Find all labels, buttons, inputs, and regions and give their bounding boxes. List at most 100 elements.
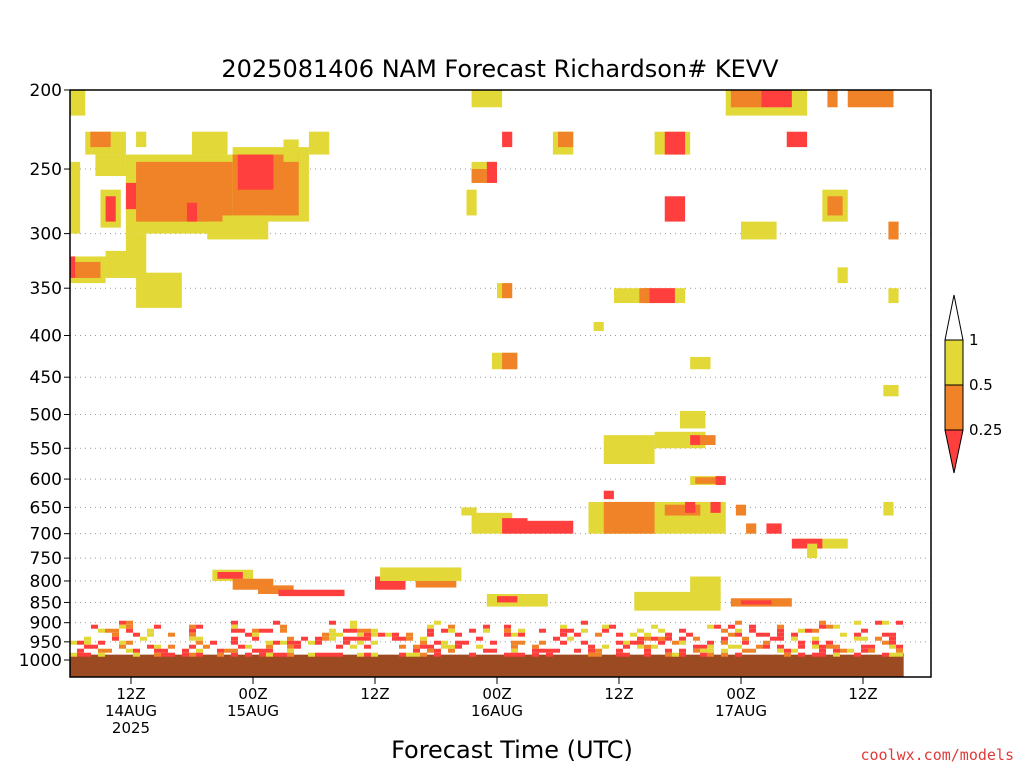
ri-cell-83 xyxy=(883,501,894,516)
surface-cell-153 xyxy=(770,636,777,641)
ri-cell-26 xyxy=(471,90,503,108)
surface-cell-244 xyxy=(756,644,763,649)
ri-cell-73 xyxy=(710,501,721,513)
ri-cell-39 xyxy=(664,131,686,155)
ri-cell-21 xyxy=(105,250,142,278)
surface-cell-271 xyxy=(287,648,294,653)
surface-cell-131 xyxy=(322,636,329,641)
surface-cell-36 xyxy=(819,624,826,629)
surface-cell-110 xyxy=(686,632,693,637)
surface-cell-246 xyxy=(777,644,784,649)
surface-cell-109 xyxy=(665,632,672,637)
surface-cell-341 xyxy=(518,652,525,657)
surface-cell-117 xyxy=(840,632,847,637)
surface-cell-31 xyxy=(707,624,714,629)
surface-cell-24 xyxy=(448,624,455,629)
ri-cell-90 xyxy=(380,567,462,581)
surface-cell-46 xyxy=(231,628,238,633)
y-tick-label-350: 350 xyxy=(30,279,62,299)
surface-cell-51 xyxy=(280,628,287,633)
surface-cell-165 xyxy=(119,640,126,645)
ri-cell-93 xyxy=(497,596,518,603)
ri-cell-71 xyxy=(685,501,696,513)
ri-cell-91 xyxy=(415,580,457,588)
surface-cell-0 xyxy=(119,620,126,625)
surface-cell-155 xyxy=(791,636,798,641)
surface-cell-91 xyxy=(357,632,364,637)
surface-cell-61 xyxy=(469,628,476,633)
ri-cell-54 xyxy=(639,288,650,304)
surface-cell-198 xyxy=(707,640,714,645)
ri-cell-19 xyxy=(308,131,330,155)
surface-cell-78 xyxy=(805,628,812,633)
surface-cell-181 xyxy=(434,640,441,645)
ri-cell-12 xyxy=(207,221,223,240)
surface-cell-347 xyxy=(623,652,630,657)
surface-cell-234 xyxy=(602,644,609,649)
surface-cell-297 xyxy=(784,648,791,653)
surface-cell-156 xyxy=(812,636,819,641)
surface-cell-123 xyxy=(140,636,147,641)
surface-cell-329 xyxy=(336,652,343,657)
surface-cell-308 xyxy=(84,652,91,657)
colorbar-label-1: 0.5 xyxy=(969,376,993,394)
surface-cell-116 xyxy=(791,632,798,637)
surface-cell-185 xyxy=(490,640,497,645)
surface-cell-191 xyxy=(616,640,623,645)
surface-cell-11 xyxy=(875,620,882,625)
surface-cell-151 xyxy=(721,636,728,641)
surface-cell-188 xyxy=(539,640,546,645)
surface-cell-227 xyxy=(441,644,448,649)
ri-cell-94 xyxy=(690,576,721,595)
ri-cell-85 xyxy=(217,572,243,579)
surface-cell-205 xyxy=(882,640,889,645)
surface-cell-313 xyxy=(168,652,175,657)
colorbar-bin-yellow xyxy=(944,339,964,386)
surface-cell-278 xyxy=(511,648,518,653)
ri-cell-32 xyxy=(486,161,497,183)
surface-cell-221 xyxy=(350,644,357,649)
surface-cell-223 xyxy=(399,644,406,649)
surface-cell-158 xyxy=(861,636,868,641)
surface-cell-167 xyxy=(196,640,203,645)
surface-cell-59 xyxy=(441,628,448,633)
surface-cell-334 xyxy=(406,652,413,657)
surface-cell-136 xyxy=(364,636,371,641)
surface-cell-146 xyxy=(651,636,658,641)
surface-cell-207 xyxy=(84,644,91,649)
surface-cell-43 xyxy=(126,628,133,633)
surface-cell-25 xyxy=(483,624,490,629)
surface-cell-364 xyxy=(896,652,903,657)
surface-cell-112 xyxy=(735,632,742,637)
surface-cell-182 xyxy=(441,640,448,645)
surface-cell-53 xyxy=(343,628,350,633)
ri-cell-58 xyxy=(883,384,899,397)
surface-cell-168 xyxy=(210,640,217,645)
surface-cell-333 xyxy=(399,652,406,657)
surface-cell-215 xyxy=(238,644,245,649)
surface-cell-120 xyxy=(889,632,896,637)
surface-cell-118 xyxy=(854,632,861,637)
surface-cell-73 xyxy=(721,628,728,633)
surface-cell-41 xyxy=(105,628,112,633)
surface-cell-50 xyxy=(266,628,273,633)
surface-cell-324 xyxy=(287,652,294,657)
surface-cell-103 xyxy=(560,632,567,637)
surface-cell-230 xyxy=(476,644,483,649)
surface-cell-72 xyxy=(679,628,686,633)
surface-cell-285 xyxy=(595,648,602,653)
surface-cell-222 xyxy=(364,644,371,649)
y-tick-label-450: 450 xyxy=(30,368,62,388)
surface-cell-1 xyxy=(126,620,133,625)
surface-cell-166 xyxy=(126,640,133,645)
y-tick-label-1000: 1000 xyxy=(19,651,62,671)
ri-cell-81 xyxy=(791,538,823,549)
surface-cell-268 xyxy=(252,648,259,653)
surface-cell-340 xyxy=(511,652,518,657)
ri-cell-63 xyxy=(603,435,655,465)
colorbar-bin-orange xyxy=(944,384,964,431)
surface-cell-343 xyxy=(546,652,553,657)
surface-cell-175 xyxy=(308,640,315,645)
surface-cell-65 xyxy=(539,628,546,633)
